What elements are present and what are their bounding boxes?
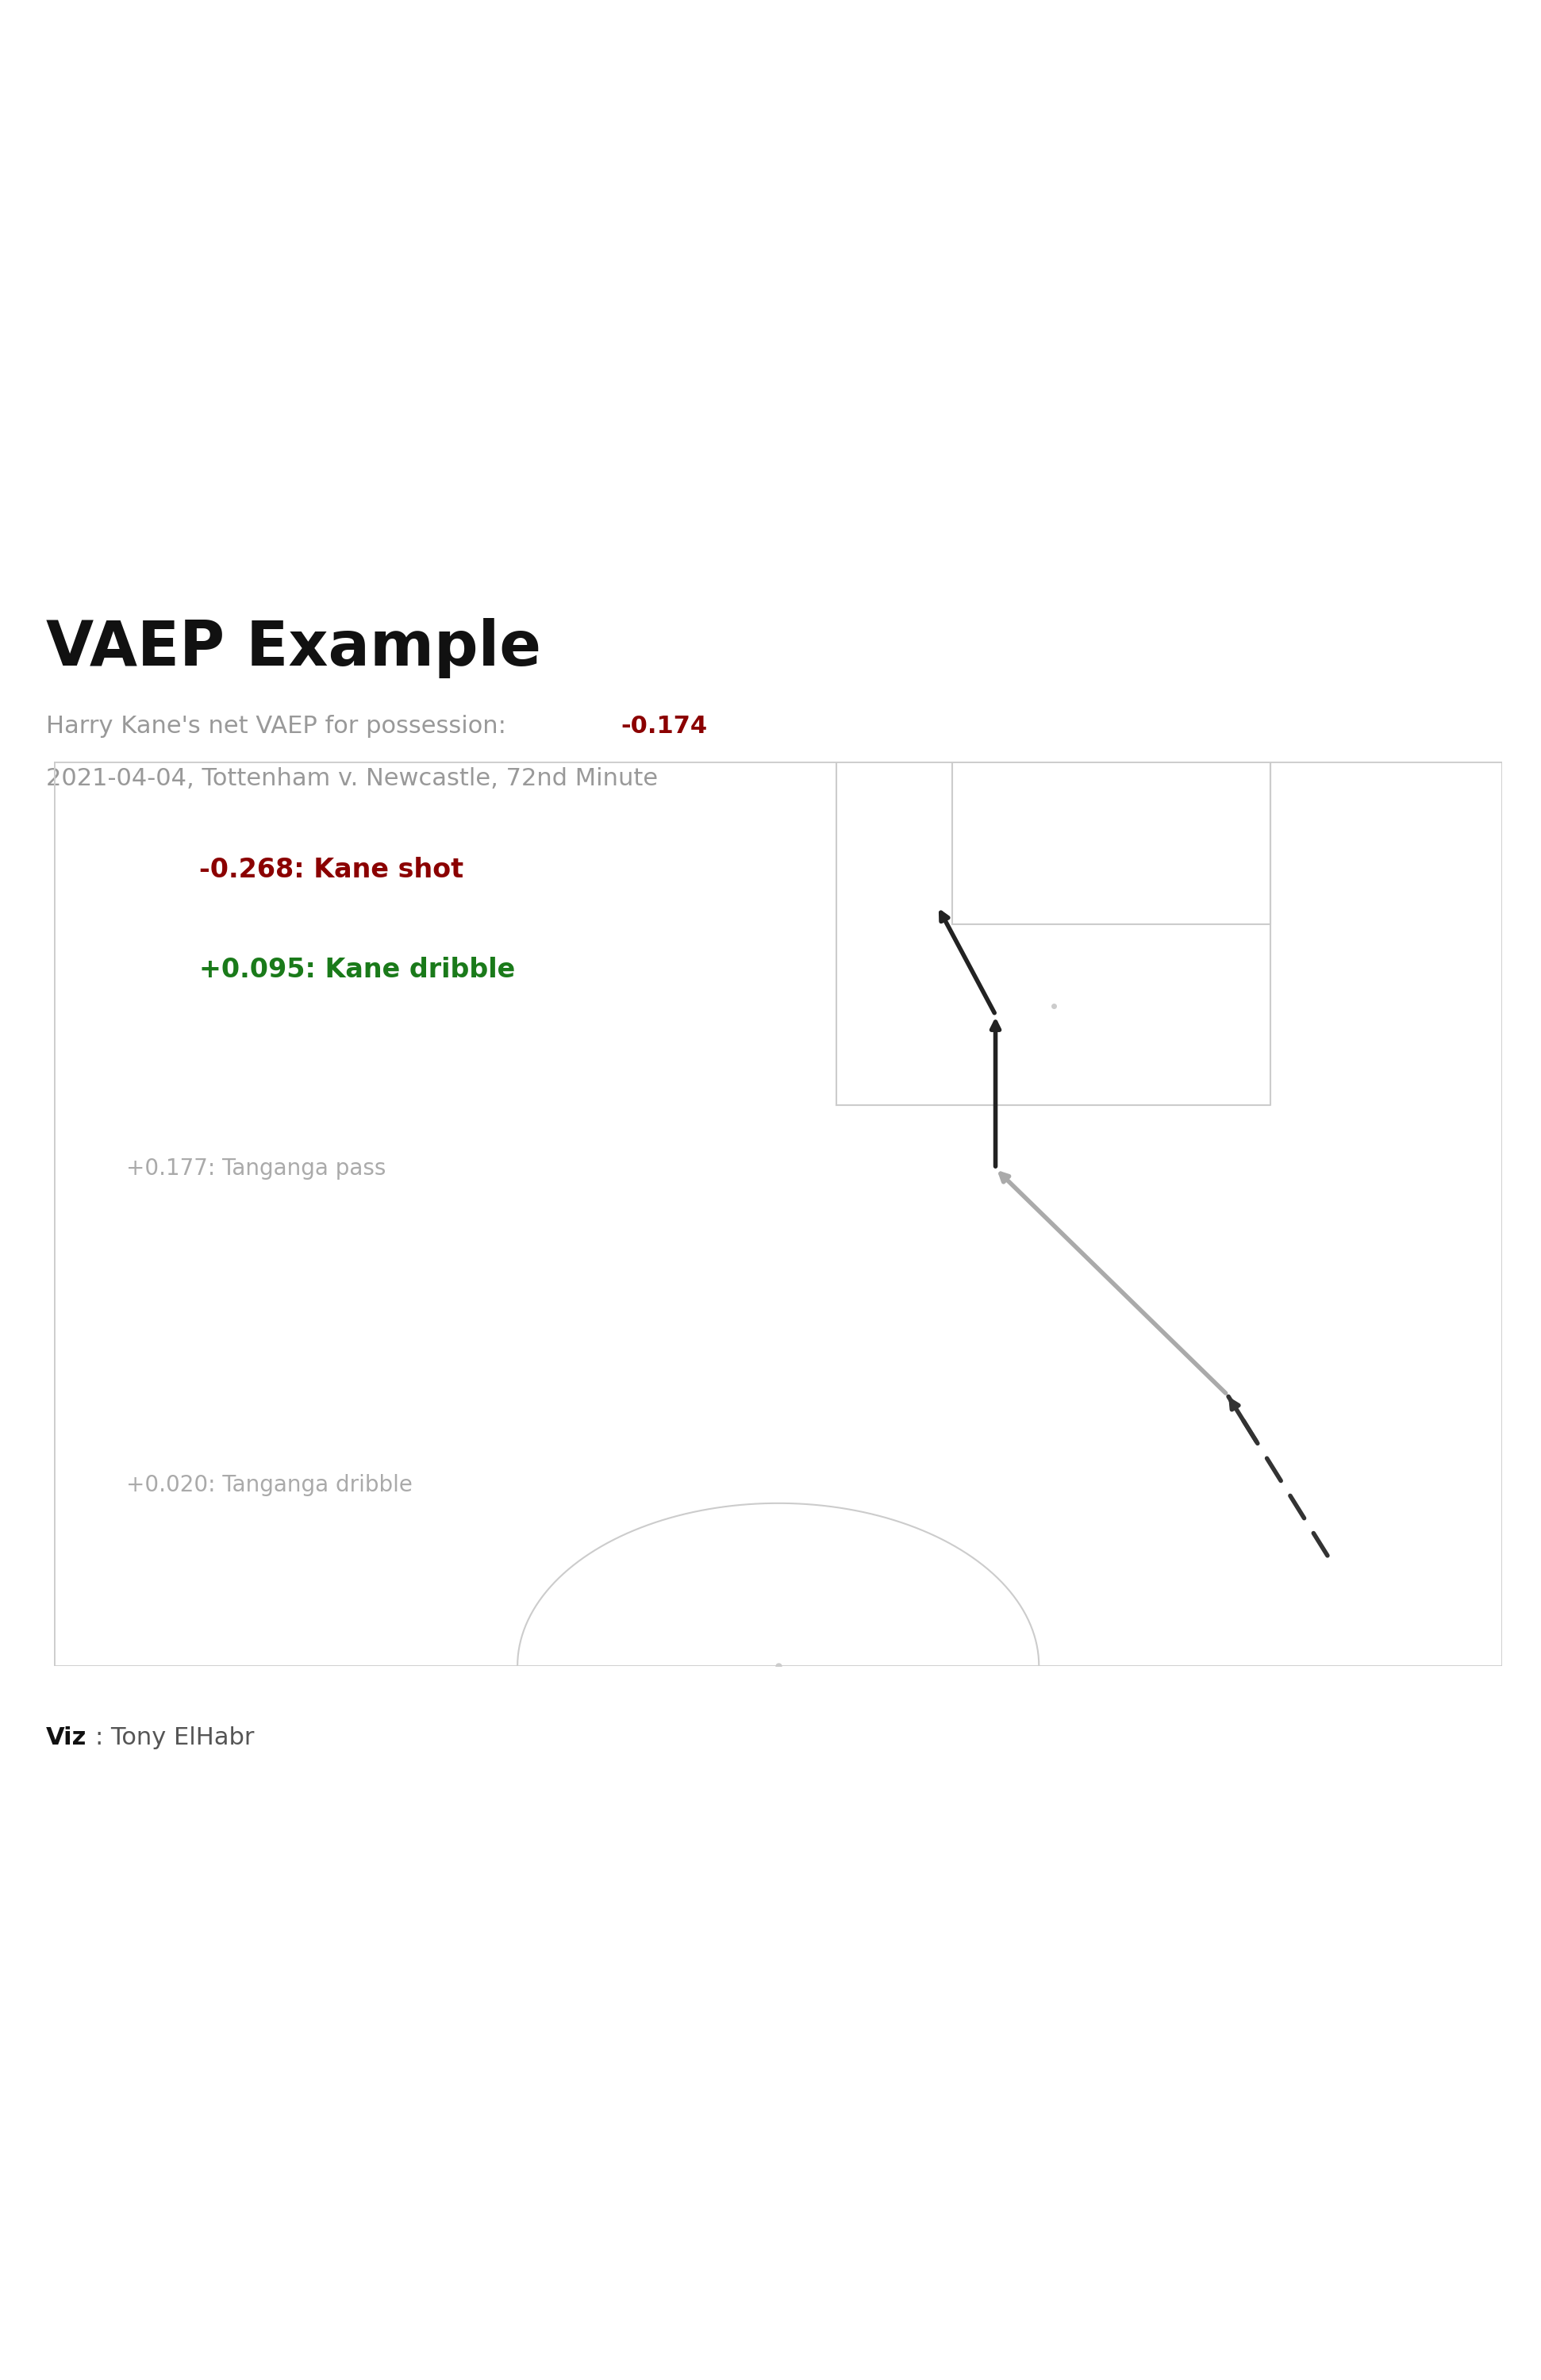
Text: : Tony ElHabr: : Tony ElHabr <box>96 1726 254 1749</box>
Text: Viz: Viz <box>46 1726 86 1749</box>
Text: Harry Kane's net VAEP for possession:: Harry Kane's net VAEP for possession: <box>46 714 515 738</box>
Text: +0.020: Tanganga dribble: +0.020: Tanganga dribble <box>126 1473 413 1497</box>
Text: +0.177: Tanganga pass: +0.177: Tanganga pass <box>126 1157 387 1180</box>
Text: +0.095: Kane dribble: +0.095: Kane dribble <box>199 957 515 983</box>
Text: -0.174: -0.174 <box>621 714 707 738</box>
Text: -0.268: Kane shot: -0.268: Kane shot <box>199 857 464 883</box>
Text: 2021-04-04, Tottenham v. Newcastle, 72nd Minute: 2021-04-04, Tottenham v. Newcastle, 72nd… <box>46 766 658 790</box>
Text: VAEP Example: VAEP Example <box>46 619 541 678</box>
